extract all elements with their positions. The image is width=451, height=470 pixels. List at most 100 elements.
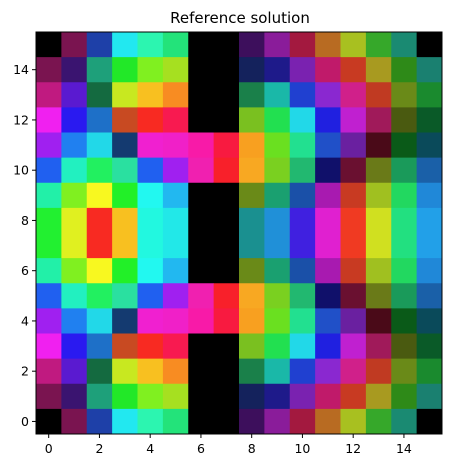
heatmap-cell: [213, 383, 240, 410]
heatmap-cell: [315, 82, 341, 108]
x-tick-label: 0: [45, 441, 53, 456]
heatmap-cell: [391, 283, 418, 309]
heatmap-cell: [264, 308, 291, 334]
x-tick-label: 8: [248, 441, 256, 456]
heatmap-cell: [188, 132, 215, 159]
heatmap-cell: [416, 408, 443, 435]
heatmap-cell: [86, 333, 113, 360]
heatmap-cell: [340, 207, 367, 234]
heatmap-cell: [315, 157, 341, 184]
heatmap-cell: [340, 233, 367, 259]
heatmap-cells: [36, 32, 443, 435]
heatmap-cell: [365, 383, 392, 410]
heatmap-cell: [36, 82, 62, 108]
heatmap-cell: [86, 57, 113, 83]
heatmap-cell: [289, 32, 316, 58]
x-tick-label: 4: [146, 441, 154, 456]
heatmap-cell: [340, 358, 367, 385]
heatmap-cell: [264, 157, 291, 184]
x-tick-label: 14: [396, 441, 412, 456]
heatmap-cell: [365, 308, 392, 334]
heatmap-cell: [213, 57, 240, 83]
heatmap-cell: [162, 57, 189, 83]
heatmap-cell: [365, 32, 392, 58]
heatmap-cell: [340, 258, 367, 284]
heatmap-cell: [112, 233, 138, 259]
heatmap-cell: [391, 333, 418, 360]
x-tick-label: 2: [95, 441, 103, 456]
heatmap-cell: [162, 283, 189, 309]
heatmap-cell: [188, 358, 215, 385]
heatmap-cell: [36, 358, 62, 385]
heatmap-cell: [264, 283, 291, 309]
heatmap-cell: [112, 283, 138, 309]
heatmap-cell: [289, 107, 316, 133]
heatmap-cell: [61, 258, 88, 284]
heatmap-cell: [137, 283, 164, 309]
heatmap-cell: [61, 383, 88, 410]
heatmap-cell: [36, 32, 62, 58]
heatmap-cell: [289, 333, 316, 360]
heatmap-cell: [315, 308, 341, 334]
heatmap-cell: [365, 82, 392, 108]
heatmap-cell: [391, 358, 418, 385]
heatmap-cell: [188, 408, 215, 435]
heatmap-cell: [188, 233, 215, 259]
heatmap-cell: [162, 383, 189, 410]
heatmap-cell: [86, 283, 113, 309]
heatmap-cell: [162, 258, 189, 284]
heatmap-cell: [239, 32, 265, 58]
heatmap-cell: [162, 408, 189, 435]
heatmap-cell: [188, 258, 215, 284]
heatmap-cell: [162, 157, 189, 184]
heatmap-cell: [188, 107, 215, 133]
heatmap-cell: [264, 107, 291, 133]
heatmap-cell: [162, 207, 189, 234]
heatmap-cell: [188, 182, 215, 209]
heatmap-cell: [36, 258, 62, 284]
chart-title: Reference solution: [170, 9, 310, 27]
heatmap-cell: [137, 383, 164, 410]
heatmap-cell: [391, 82, 418, 108]
heatmap-cell: [315, 233, 341, 259]
heatmap-cell: [340, 383, 367, 410]
heatmap-cell: [315, 32, 341, 58]
heatmap-cell: [213, 358, 240, 385]
heatmap-cell: [188, 157, 215, 184]
heatmap-cell: [112, 182, 138, 209]
heatmap-cell: [137, 333, 164, 360]
y-tick-label: 4: [21, 313, 29, 328]
heatmap-cell: [289, 82, 316, 108]
heatmap-cell: [264, 333, 291, 360]
heatmap-cell: [112, 383, 138, 410]
heatmap-cell: [213, 107, 240, 133]
heatmap-cell: [112, 333, 138, 360]
heatmap-cell: [188, 57, 215, 83]
heatmap-cell: [61, 408, 88, 435]
heatmap-cell: [289, 233, 316, 259]
heatmap-cell: [340, 57, 367, 83]
heatmap-cell: [289, 157, 316, 184]
heatmap-cell: [416, 283, 443, 309]
heatmap-cell: [365, 258, 392, 284]
heatmap-cell: [137, 258, 164, 284]
heatmap-cell: [239, 182, 265, 209]
x-tick-label: 12: [345, 441, 361, 456]
heatmap-cell: [416, 182, 443, 209]
heatmap-cell: [86, 233, 113, 259]
heatmap-cell: [340, 32, 367, 58]
heatmap-cell: [188, 333, 215, 360]
heatmap-cell: [315, 207, 341, 234]
heatmap-cell: [61, 233, 88, 259]
heatmap-cell: [86, 32, 113, 58]
y-tick-label: 8: [21, 213, 29, 228]
heatmap-cell: [239, 57, 265, 83]
heatmap-cell: [112, 57, 138, 83]
heatmap-cell: [340, 408, 367, 435]
heatmap-cell: [61, 333, 88, 360]
heatmap-cell: [239, 258, 265, 284]
heatmap-cell: [61, 107, 88, 133]
heatmap-cell: [365, 107, 392, 133]
heatmap-cell: [86, 107, 113, 133]
heatmap-cell: [162, 132, 189, 159]
